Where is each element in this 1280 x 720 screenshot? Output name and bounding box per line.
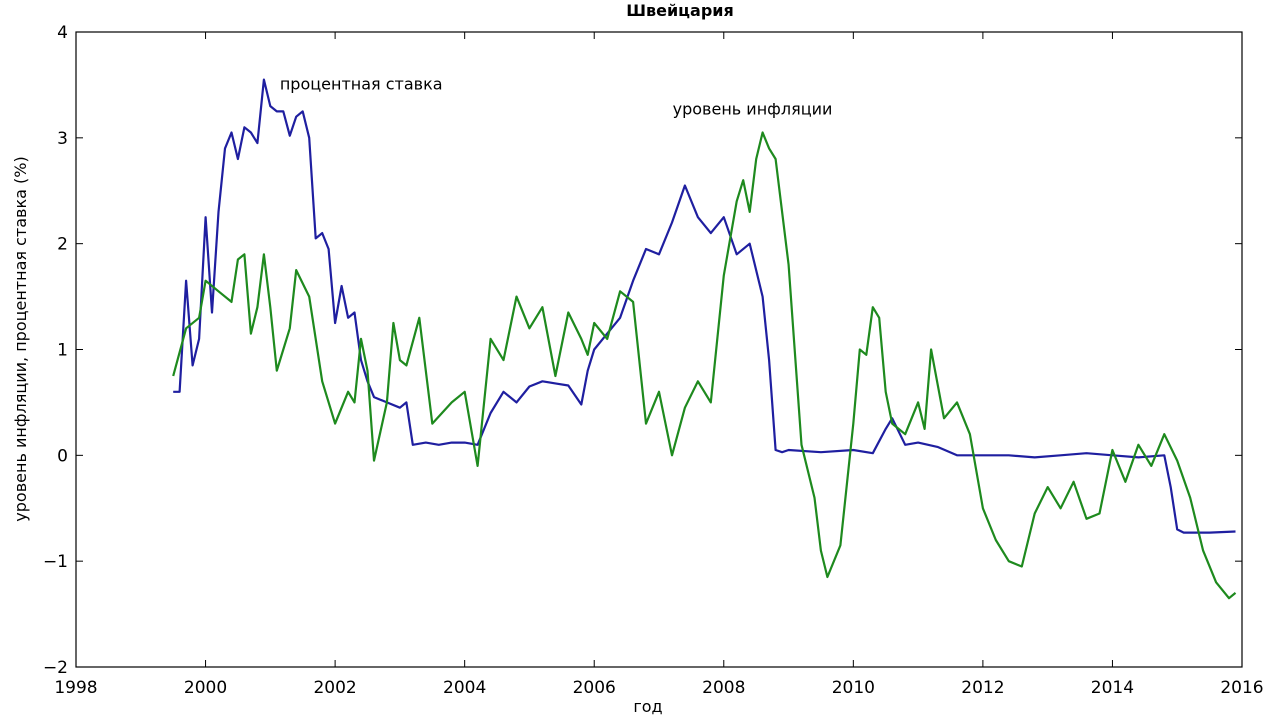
y-tick-label: 3	[57, 129, 68, 149]
series-line-0	[173, 78, 1236, 534]
y-tick-label: 4	[57, 23, 68, 43]
x-tick-label: 2014	[1091, 678, 1134, 698]
x-tick-label: 2004	[443, 678, 486, 698]
y-tick-label: 1	[57, 341, 68, 361]
x-tick-label: 2008	[702, 678, 745, 698]
series-annotation: уровень инфляции	[673, 100, 833, 119]
x-tick-label: 1998	[54, 678, 97, 698]
annotations: процентная ставка уровень инфляции	[280, 75, 833, 119]
series-line-1	[172, 131, 1237, 600]
x-axis-label: год	[633, 697, 662, 716]
x-tick-label: 2012	[961, 678, 1004, 698]
axis-ticks: 1998 2000 2002 2004 2006 2008 2010 2012 2014 2016…	[43, 23, 1264, 698]
y-axis-label: уровень инфляции, процентная ставка (%)	[11, 156, 30, 521]
series-layer	[172, 78, 1237, 600]
y-tick-label: 0	[57, 446, 68, 466]
x-tick-label: 2000	[184, 678, 227, 698]
x-tick-label: 2002	[313, 678, 356, 698]
series-annotation: процентная ставка	[280, 75, 443, 94]
y-tick-label: −2	[43, 658, 68, 678]
x-tick-label: 2006	[573, 678, 616, 698]
x-tick-label: 2016	[1220, 678, 1263, 698]
y-tick-label: −1	[43, 552, 68, 572]
plot-frame	[75, 31, 1243, 668]
y-tick-label: 2	[57, 235, 68, 255]
chart-title: Швейцария	[626, 1, 734, 20]
x-tick-label: 2010	[832, 678, 875, 698]
